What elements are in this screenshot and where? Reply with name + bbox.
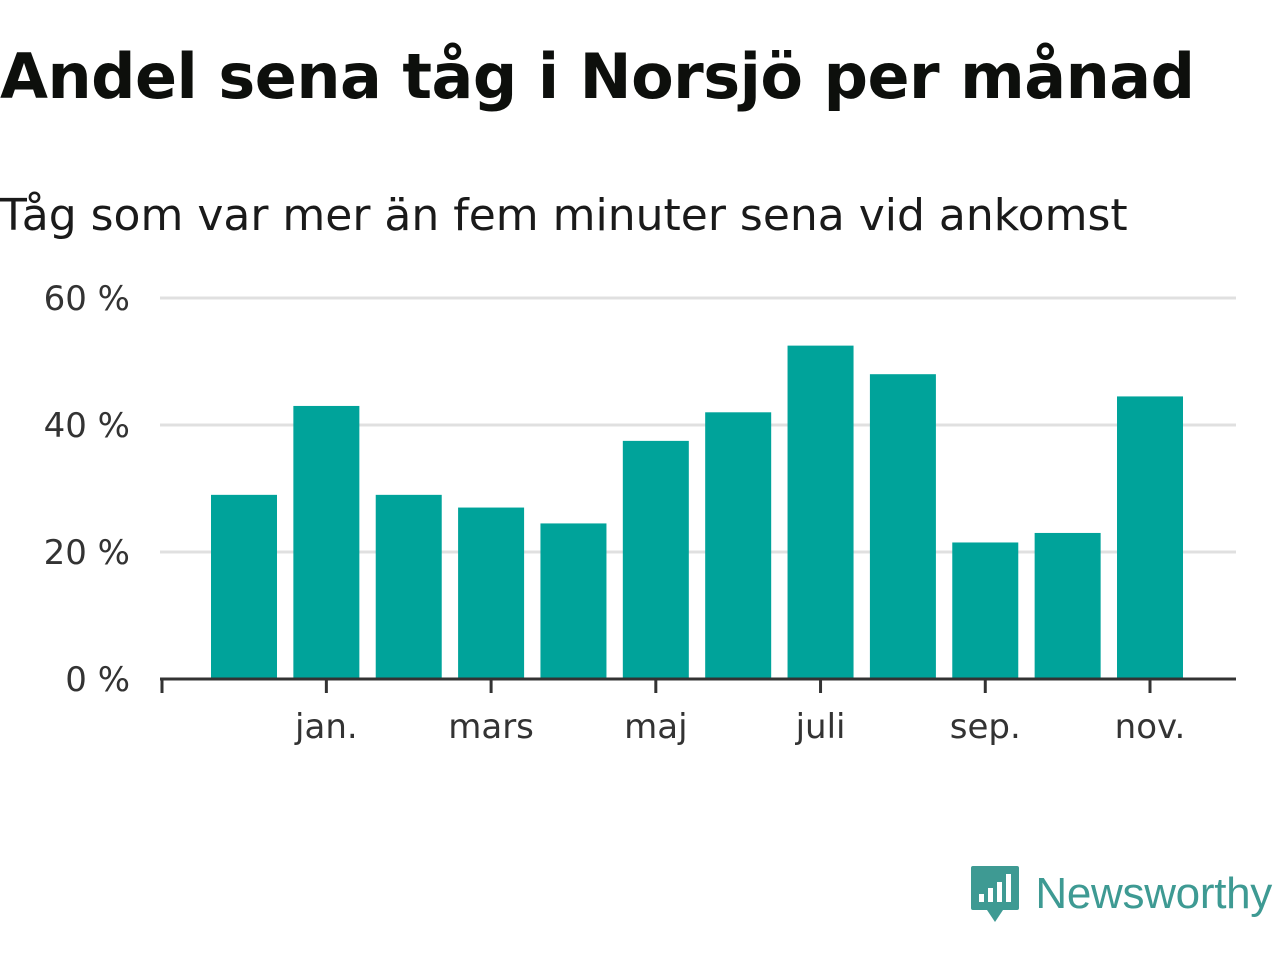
brand: Newsworthy <box>969 864 1272 924</box>
bar-apr <box>540 523 607 679</box>
newsworthy-logo-icon <box>971 866 1020 922</box>
bar-mars <box>458 507 525 679</box>
x-tick-label: mars <box>448 707 534 747</box>
bar-maj <box>622 440 689 679</box>
chart-title: Andel sena tåg i Norsjö per månad <box>0 40 1195 113</box>
x-axis-labels: jan. mars maj juli sep. nov. <box>294 707 1185 747</box>
y-tick-label: 60 % <box>44 279 130 319</box>
bar-sep <box>952 542 1019 679</box>
bar-juni <box>705 412 772 679</box>
x-tick-label: nov. <box>1115 707 1186 747</box>
x-axis <box>160 677 1236 693</box>
y-tick-label: 0 % <box>65 660 130 700</box>
brand-name: Newsworthy <box>1035 869 1272 918</box>
chart-subtitle: Tåg som var mer än fem minuter sena vid … <box>0 190 1128 241</box>
bar-nov <box>1117 396 1183 679</box>
bar-aug <box>869 374 936 679</box>
y-tick-label: 40 % <box>44 406 130 446</box>
x-tick-label: jan. <box>294 707 358 747</box>
x-tick-label: maj <box>624 707 687 747</box>
x-tick-label: sep. <box>950 707 1021 747</box>
bar-jan <box>293 405 360 679</box>
bar-chart: 0 % 20 % 40 % 60 % jan. mars maj juli sep. nov. <box>44 279 1236 747</box>
x-tick-label: juli <box>795 707 846 747</box>
bar-feb <box>375 494 442 679</box>
bar-juli <box>787 345 854 679</box>
bar-dec <box>211 494 277 679</box>
y-tick-label: 20 % <box>44 533 130 573</box>
bars <box>211 345 1183 679</box>
bar-okt <box>1034 532 1101 679</box>
y-axis-labels: 0 % 20 % 40 % 60 % <box>44 279 130 700</box>
